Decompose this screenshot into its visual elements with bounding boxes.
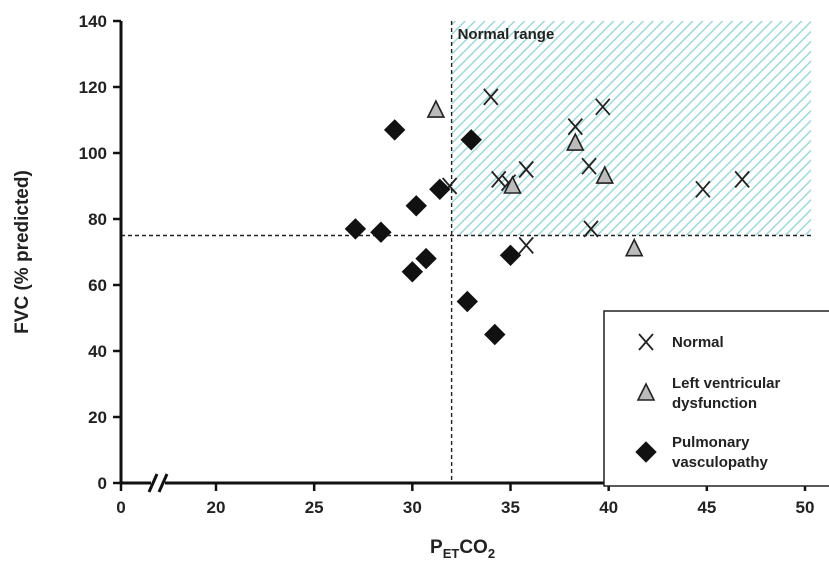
normal-point	[581, 157, 597, 175]
pulmonary-vasculopathy-point	[415, 247, 437, 270]
legend-normal-icon	[638, 333, 654, 351]
normal-point	[491, 170, 507, 188]
normal-point	[595, 98, 611, 116]
pulmonary-vasculopathy-point	[401, 261, 424, 283]
y-tick-label: 140	[79, 12, 107, 31]
pulmonary-vasculopathy-point	[429, 178, 451, 201]
legend-pulmonary-vasculopathy-icon	[635, 441, 657, 463]
y-tick-label: 80	[88, 210, 107, 229]
y-tick-label: 20	[88, 408, 107, 427]
normal-point	[734, 170, 750, 188]
normal-range-label: Normal range	[458, 26, 555, 43]
normal-point	[695, 180, 711, 198]
pulmonary-vasculopathy-point	[383, 119, 406, 141]
normal-point	[583, 220, 599, 238]
x-axis-title-p: P	[430, 537, 443, 558]
left-ventricular-dysfunction-point	[565, 132, 585, 151]
pulmonary-vasculopathy-point	[405, 195, 427, 217]
x-tick-label: 25	[305, 498, 324, 517]
pulmonary-vasculopathy-point	[484, 323, 506, 346]
x-tick-label: 0	[116, 498, 125, 517]
normal-range-region	[451, 21, 811, 236]
y-axis-title: FVC (% predicted)	[12, 170, 33, 334]
x-tick-label: 40	[599, 498, 618, 517]
left-ventricular-dysfunction-point	[503, 175, 522, 194]
y-tick-label: 40	[88, 342, 107, 361]
y-tick-label: 60	[88, 276, 107, 295]
x-axis-title-co: CO	[459, 537, 488, 558]
pulmonary-vasculopathy-point	[344, 218, 367, 240]
data-points	[344, 88, 750, 346]
x-tick-label: 30	[403, 498, 422, 517]
pulmonary-vasculopathy-point	[499, 244, 522, 267]
legend-left-ventricular-dysfunction-icon	[636, 382, 656, 401]
tick-labels: 0 20 40 60 80 100 120 140 0 20 25 30 35 40 45 50	[79, 12, 815, 517]
normal-point	[483, 88, 499, 106]
x-tick-label: 50	[796, 498, 815, 517]
legend-label-normal: Normal	[672, 334, 724, 351]
x-tick-label: 45	[697, 498, 716, 517]
y-tick-label: 120	[79, 78, 107, 97]
pulmonary-vasculopathy-point	[460, 129, 482, 151]
x-axis-title-sub-2: 2	[488, 546, 495, 561]
left-ventricular-dysfunction-point	[595, 165, 615, 184]
pulmonary-vasculopathy-point	[456, 290, 479, 313]
x-axis-title-sub-et: ET	[443, 546, 460, 561]
y-tick-label: 100	[79, 144, 107, 163]
x-tick-label: 20	[207, 498, 226, 517]
normal-point	[567, 118, 583, 136]
legend-label-pulmonary-vasculopathy: Pulmonary vasculopathy	[672, 434, 769, 471]
x-tick-label: 35	[501, 498, 520, 517]
legend: Normal Left ventricular dysfunction Pulmona…	[603, 310, 829, 487]
pulmonary-vasculopathy-point	[370, 221, 392, 243]
legend-label-left-ventricular-dysfunction: Left ventricular dysfunction	[672, 375, 781, 412]
normal-point	[518, 236, 534, 254]
reference-lines	[121, 21, 811, 483]
y-tick-label: 0	[98, 474, 107, 493]
left-ventricular-dysfunction-point	[426, 99, 446, 118]
left-ventricular-dysfunction-point	[624, 237, 644, 257]
x-axis-title: PETCO2	[430, 537, 495, 561]
axis-break-mark	[147, 473, 169, 493]
normal-point	[518, 160, 534, 179]
